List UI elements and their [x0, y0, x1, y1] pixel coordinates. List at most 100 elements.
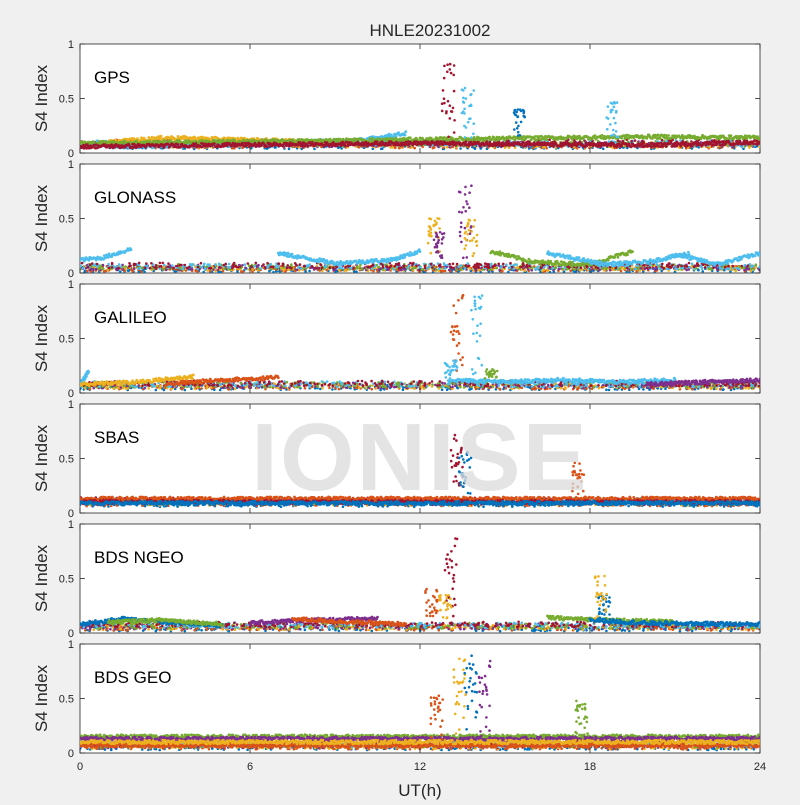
data-point	[452, 107, 455, 110]
data-point	[453, 64, 456, 67]
data-point	[128, 269, 131, 272]
data-point	[752, 142, 755, 145]
data-point	[404, 130, 407, 133]
data-point	[449, 68, 452, 71]
data-point	[516, 127, 519, 130]
data-point	[612, 129, 615, 132]
data-point	[443, 77, 446, 80]
data-point	[202, 271, 205, 274]
data-point	[84, 270, 87, 273]
data-point	[470, 104, 473, 107]
data-point	[641, 140, 644, 143]
data-point	[467, 121, 470, 124]
data-point	[615, 146, 618, 149]
data-point	[109, 146, 112, 149]
data-point	[288, 148, 291, 151]
data-point	[301, 144, 304, 147]
data-point	[179, 146, 182, 149]
data-point	[513, 128, 516, 131]
data-point	[441, 110, 444, 113]
data-point	[521, 144, 524, 147]
data-point	[441, 102, 444, 105]
data-point	[453, 131, 456, 134]
data-point	[547, 270, 550, 273]
data-point	[447, 136, 450, 139]
data-point	[543, 138, 546, 141]
data-point	[659, 137, 662, 140]
data-point	[465, 126, 468, 129]
data-point	[496, 136, 499, 139]
data-point	[759, 138, 762, 141]
data-point	[442, 89, 445, 92]
data-point	[679, 139, 682, 142]
data-point	[517, 134, 520, 137]
data-point	[325, 269, 328, 272]
data-point	[459, 147, 462, 150]
data-point	[307, 144, 310, 147]
data-point	[453, 90, 456, 93]
data-point	[630, 140, 633, 143]
data-point	[606, 128, 609, 131]
data-point	[449, 104, 452, 107]
data-point	[443, 97, 446, 100]
data-point	[344, 144, 347, 147]
data-point	[615, 111, 618, 114]
data-point	[177, 143, 180, 146]
data-point	[465, 140, 468, 143]
data-point	[452, 74, 455, 77]
data-point	[445, 112, 448, 115]
data-point	[148, 140, 151, 143]
data-point	[446, 146, 449, 149]
data-point	[759, 142, 762, 145]
data-point	[194, 269, 197, 272]
data-point	[501, 141, 504, 144]
data-point	[660, 142, 663, 145]
data-point	[461, 88, 464, 91]
data-point	[650, 145, 653, 148]
data-point	[160, 135, 163, 138]
data-point	[602, 148, 605, 151]
data-point	[730, 134, 733, 137]
data-point	[129, 137, 132, 140]
data-point	[329, 138, 332, 141]
data-point	[443, 65, 446, 68]
data-point	[613, 106, 616, 109]
data-point	[748, 146, 751, 149]
data-point	[468, 144, 471, 147]
data-point	[607, 117, 610, 120]
data-point	[429, 143, 432, 146]
data-point	[690, 140, 693, 143]
data-point	[541, 269, 544, 272]
data-point	[473, 89, 476, 92]
data-point	[119, 270, 122, 273]
data-point	[449, 117, 452, 120]
data-point	[446, 63, 449, 66]
data-point	[462, 100, 465, 103]
data-point	[234, 142, 237, 145]
data-point	[346, 141, 349, 144]
data-point	[517, 108, 520, 111]
data-point	[507, 271, 510, 274]
data-point	[513, 144, 516, 147]
data-point	[610, 111, 613, 114]
data-point	[615, 135, 618, 138]
data-point	[186, 136, 189, 139]
data-point	[266, 145, 269, 148]
data-point	[601, 134, 604, 137]
data-point	[525, 144, 528, 147]
data-point	[113, 146, 116, 149]
data-point	[380, 148, 383, 151]
data-point	[488, 136, 491, 139]
data-point	[618, 140, 621, 143]
data-point	[470, 136, 473, 139]
data-point	[449, 63, 452, 66]
data-point	[610, 134, 613, 137]
data-point	[472, 122, 475, 125]
data-point	[523, 115, 526, 118]
data-point	[394, 147, 397, 150]
data-point	[185, 269, 188, 272]
data-point	[453, 119, 456, 122]
